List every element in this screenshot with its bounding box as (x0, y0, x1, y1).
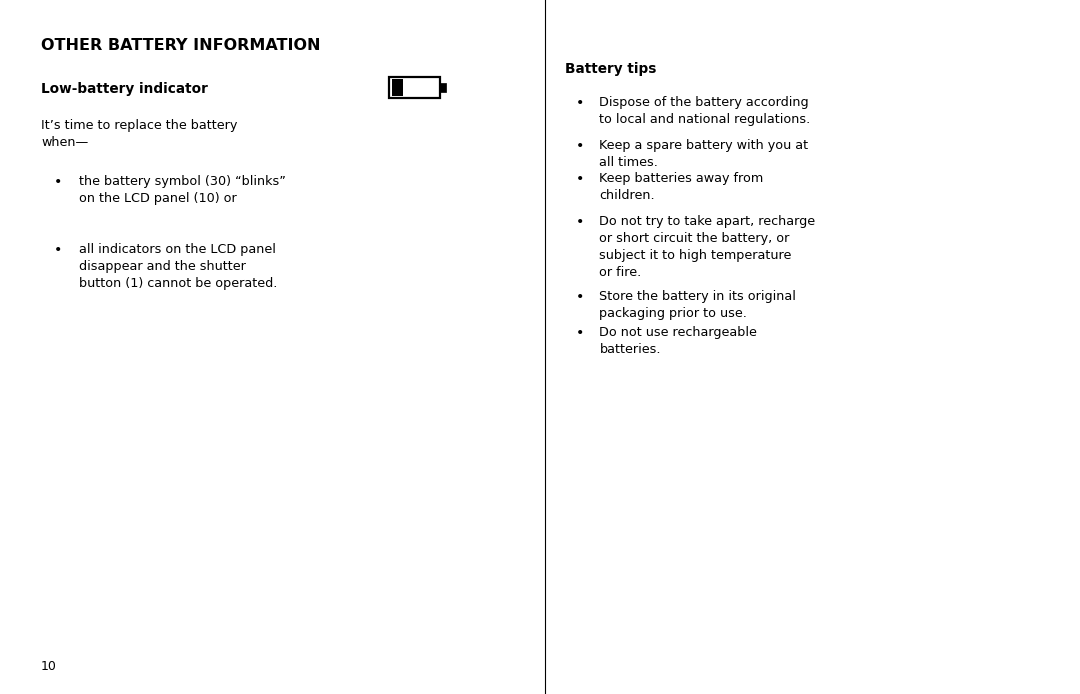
Text: Keep a spare battery with you at
all times.: Keep a spare battery with you at all tim… (599, 139, 809, 169)
Text: •: • (54, 243, 63, 257)
Text: Do not try to take apart, recharge
or short circuit the battery, or
subject it t: Do not try to take apart, recharge or sh… (599, 215, 815, 279)
Text: •: • (576, 96, 584, 110)
Text: all indicators on the LCD panel
disappear and the shutter
button (1) cannot be o: all indicators on the LCD panel disappea… (79, 243, 278, 290)
Text: Do not use rechargeable
batteries.: Do not use rechargeable batteries. (599, 326, 757, 356)
Text: the battery symbol (30) “blinks”
on the LCD panel (10) or: the battery symbol (30) “blinks” on the … (79, 175, 286, 205)
Text: Dispose of the battery according
to local and national regulations.: Dispose of the battery according to loca… (599, 96, 811, 126)
Text: 10: 10 (41, 660, 57, 673)
Text: It’s time to replace the battery
when—: It’s time to replace the battery when— (41, 119, 238, 149)
Text: •: • (54, 175, 63, 189)
Text: •: • (576, 290, 584, 304)
Text: •: • (576, 326, 584, 340)
Text: Low-battery indicator: Low-battery indicator (41, 82, 208, 96)
Text: •: • (576, 172, 584, 186)
Text: Store the battery in its original
packaging prior to use.: Store the battery in its original packag… (599, 290, 796, 320)
FancyBboxPatch shape (391, 79, 403, 96)
Text: Battery tips: Battery tips (565, 62, 657, 76)
Text: •: • (576, 215, 584, 229)
Text: Keep batteries away from
children.: Keep batteries away from children. (599, 172, 764, 202)
Text: OTHER BATTERY INFORMATION: OTHER BATTERY INFORMATION (41, 38, 321, 53)
FancyBboxPatch shape (441, 83, 446, 92)
Text: •: • (576, 139, 584, 153)
FancyBboxPatch shape (389, 77, 441, 98)
